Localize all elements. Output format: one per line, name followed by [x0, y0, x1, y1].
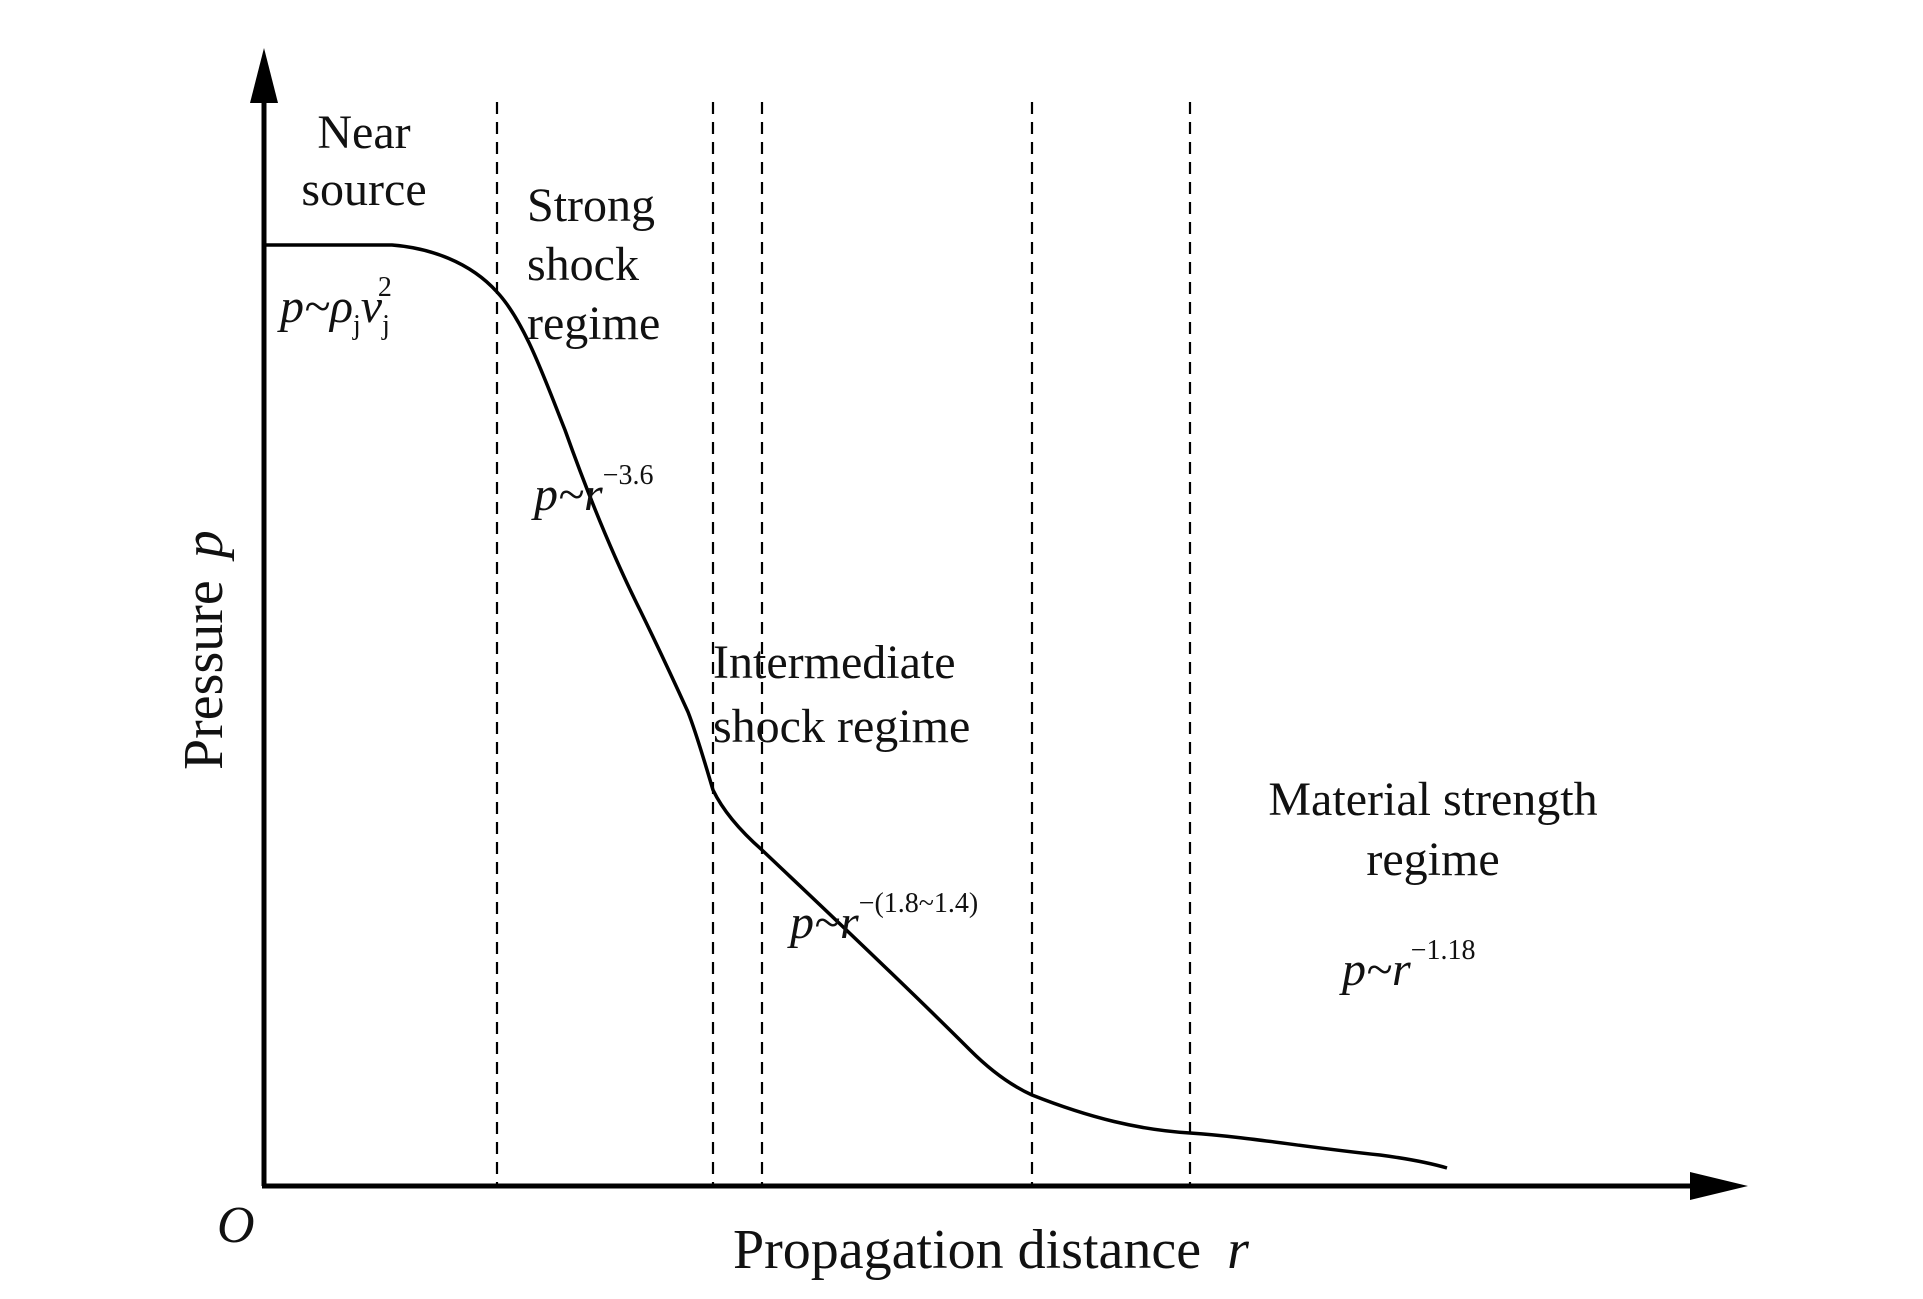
x-axis-label: Propagation distance: [733, 1219, 1201, 1281]
region-near-source: Near source p~ρjvj2: [277, 106, 427, 341]
formula-superscript: 2: [378, 272, 392, 303]
y-axis-label: Pressure: [173, 580, 235, 770]
formula-superscript: −3.6: [603, 460, 654, 491]
regime-boundaries: [495, 102, 1192, 1186]
y-axis-symbol: p: [173, 530, 235, 562]
region-label-line: regime: [527, 297, 660, 350]
region-intermediate-shock: Intermediate shock regime p~r−(1.8~1.4): [713, 636, 978, 949]
formula-superscript: −1.18: [1411, 935, 1476, 966]
formula-mid: v: [361, 280, 383, 333]
region-label-line: shock: [527, 238, 639, 291]
region-label-line: Strong: [527, 179, 655, 232]
formula-base: p~r: [1339, 943, 1411, 996]
region-label-line: Material strength: [1268, 773, 1597, 826]
region-label-line: source: [301, 163, 426, 216]
y-axis-title: Pressure p: [173, 530, 235, 770]
formula-subscript: j: [381, 310, 390, 341]
formula-base: p~ρ: [277, 280, 353, 333]
formula-subscript: j: [352, 310, 361, 341]
x-axis-title: Propagation distance r: [733, 1219, 1249, 1281]
region-formula: p~r−(1.8~1.4): [787, 888, 978, 949]
region-strong-shock: Strong shock regime p~r−3.6: [527, 179, 660, 521]
formula-base: p~r: [531, 468, 603, 521]
y-axis-arrowhead: [250, 48, 278, 103]
pressure-curve: [264, 243, 1448, 1170]
region-label-line: regime: [1366, 833, 1499, 886]
region-label-line: shock regime: [713, 700, 970, 753]
origin-label: O: [217, 1197, 255, 1254]
x-axis-symbol: r: [1227, 1219, 1249, 1281]
formula-superscript: −(1.8~1.4): [859, 888, 979, 919]
axes: [250, 48, 1748, 1200]
region-formula: p~r−1.18: [1339, 935, 1475, 996]
region-label-line: Intermediate: [713, 636, 956, 689]
x-axis-arrowhead: [1690, 1172, 1748, 1200]
region-formula: p~r−3.6: [531, 460, 653, 521]
region-formula: p~ρjvj2: [277, 272, 392, 341]
formula-base: p~r: [787, 896, 859, 949]
region-material-strength: Material strength regime p~r−1.18: [1268, 773, 1597, 996]
region-label-line: Near: [317, 106, 410, 159]
